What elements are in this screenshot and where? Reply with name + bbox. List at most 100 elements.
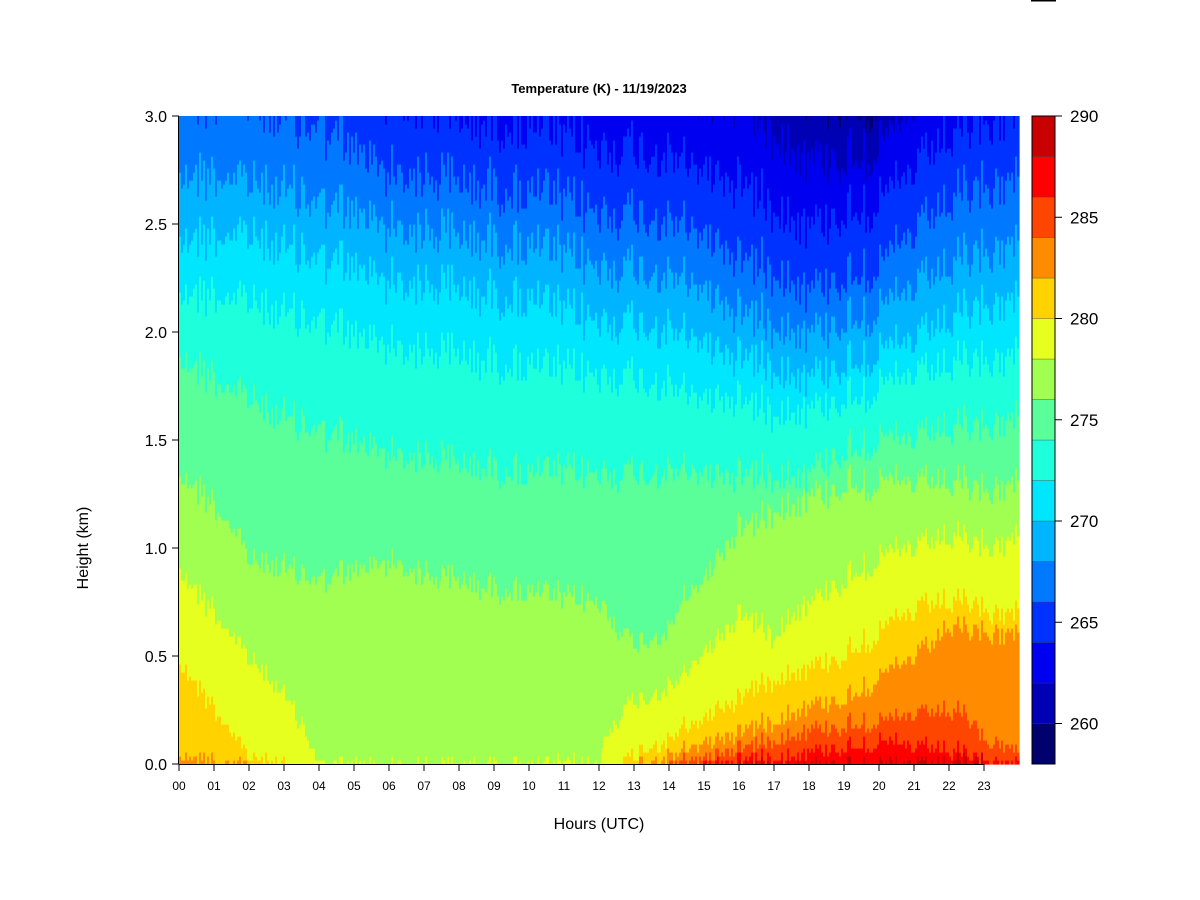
heatmap-cell bbox=[845, 704, 848, 733]
heatmap-cell bbox=[631, 244, 634, 301]
heatmap-cell bbox=[989, 140, 992, 205]
heatmap-cell bbox=[931, 640, 934, 709]
heatmap-cell bbox=[633, 276, 636, 329]
heatmap-cell bbox=[791, 148, 794, 217]
heatmap-cell bbox=[227, 232, 230, 293]
heatmap-cell bbox=[559, 464, 562, 593]
heatmap-cell bbox=[587, 360, 590, 461]
heatmap-cell bbox=[731, 180, 734, 253]
heatmap-cell bbox=[843, 372, 846, 405]
heatmap-cell bbox=[401, 172, 404, 225]
heatmap-cell bbox=[809, 604, 812, 669]
heatmap-cell bbox=[585, 148, 588, 213]
heatmap-cell bbox=[399, 116, 402, 165]
heatmap-cell bbox=[819, 696, 822, 725]
heatmap-cell bbox=[881, 192, 884, 257]
heatmap-cell bbox=[747, 760, 750, 765]
heatmap-cell bbox=[985, 740, 988, 761]
heatmap-cell bbox=[697, 664, 700, 729]
heatmap-cell bbox=[229, 392, 232, 529]
heatmap-cell bbox=[915, 656, 918, 717]
heatmap-cell bbox=[737, 380, 740, 457]
heatmap-cell bbox=[399, 220, 402, 273]
heatmap-cell bbox=[337, 140, 340, 213]
heatmap-cell bbox=[349, 580, 352, 765]
heatmap-cell bbox=[829, 408, 832, 465]
heatmap-cell bbox=[621, 156, 624, 221]
heatmap-cell bbox=[959, 760, 962, 765]
heatmap-cell bbox=[849, 116, 852, 129]
heatmap-cell bbox=[735, 316, 738, 361]
heatmap-cell bbox=[871, 128, 874, 173]
heatmap-cell bbox=[243, 164, 246, 221]
heatmap-cell bbox=[779, 116, 782, 157]
heatmap-cell bbox=[937, 192, 940, 257]
heatmap-cell bbox=[765, 424, 768, 489]
heatmap-cell bbox=[519, 352, 522, 465]
heatmap-cell bbox=[285, 196, 288, 253]
heatmap-cell bbox=[721, 552, 724, 633]
heatmap-cell bbox=[625, 136, 628, 205]
heatmap-cell bbox=[647, 704, 650, 753]
heatmap-cell bbox=[189, 368, 192, 485]
heatmap-cell bbox=[985, 248, 988, 305]
heatmap-cell bbox=[721, 752, 724, 761]
heatmap-cell bbox=[703, 228, 706, 285]
heatmap-cell bbox=[443, 116, 446, 165]
heatmap-cell bbox=[575, 152, 578, 217]
heatmap-cell bbox=[321, 308, 324, 421]
heatmap-cell bbox=[899, 348, 902, 385]
heatmap-cell bbox=[595, 140, 598, 205]
heatmap-cell bbox=[893, 300, 896, 349]
heatmap-cell bbox=[525, 380, 528, 485]
heatmap-cell bbox=[491, 140, 494, 201]
heatmap-cell bbox=[299, 328, 302, 433]
heatmap-cell bbox=[213, 704, 216, 761]
heatmap-cell bbox=[417, 264, 420, 333]
heatmap-cell bbox=[889, 428, 892, 473]
heatmap-cell bbox=[405, 240, 408, 293]
heatmap-cell bbox=[627, 248, 630, 305]
heatmap-cell bbox=[711, 720, 714, 749]
heatmap-cell bbox=[921, 260, 924, 317]
heatmap-cell bbox=[411, 352, 414, 461]
heatmap-cell bbox=[715, 736, 718, 749]
heatmap-cell bbox=[407, 244, 410, 297]
heatmap-cell bbox=[1011, 744, 1014, 761]
heatmap-cell bbox=[651, 328, 654, 385]
heatmap-cell bbox=[795, 740, 798, 761]
heatmap-cell bbox=[437, 368, 440, 473]
heatmap-cell bbox=[851, 284, 854, 329]
heatmap-cell bbox=[745, 176, 748, 253]
heatmap-cell bbox=[519, 760, 522, 765]
heatmap-cell bbox=[247, 408, 250, 565]
heatmap-cell bbox=[823, 384, 826, 417]
heatmap-cell bbox=[557, 168, 560, 225]
heatmap-cell bbox=[461, 296, 464, 361]
heatmap-cell bbox=[813, 224, 816, 289]
heatmap-cell bbox=[573, 116, 576, 177]
heatmap-cell bbox=[481, 296, 484, 361]
heatmap-cell bbox=[301, 300, 304, 409]
heatmap-cell bbox=[955, 624, 958, 713]
heatmap-cell bbox=[569, 128, 572, 193]
heatmap-cell bbox=[607, 116, 610, 165]
heatmap-cell bbox=[417, 440, 420, 561]
heatmap-cell bbox=[849, 340, 852, 377]
heatmap-cell bbox=[933, 228, 936, 285]
heatmap-cell bbox=[533, 196, 536, 253]
heatmap-cell bbox=[813, 600, 816, 669]
heatmap-cell bbox=[393, 116, 396, 177]
heatmap-cell bbox=[913, 248, 916, 301]
heatmap-cell bbox=[403, 300, 406, 365]
heatmap-cell bbox=[1009, 748, 1012, 765]
heatmap-cell bbox=[993, 252, 996, 305]
heatmap-cell bbox=[747, 188, 750, 261]
heatmap-cell bbox=[273, 208, 276, 265]
heatmap-cell bbox=[995, 604, 998, 625]
heatmap-cell bbox=[747, 620, 750, 693]
heatmap-cell bbox=[559, 364, 562, 465]
heatmap-cell bbox=[877, 116, 880, 157]
heatmap-cell bbox=[685, 600, 688, 673]
heatmap-cell bbox=[185, 572, 188, 665]
